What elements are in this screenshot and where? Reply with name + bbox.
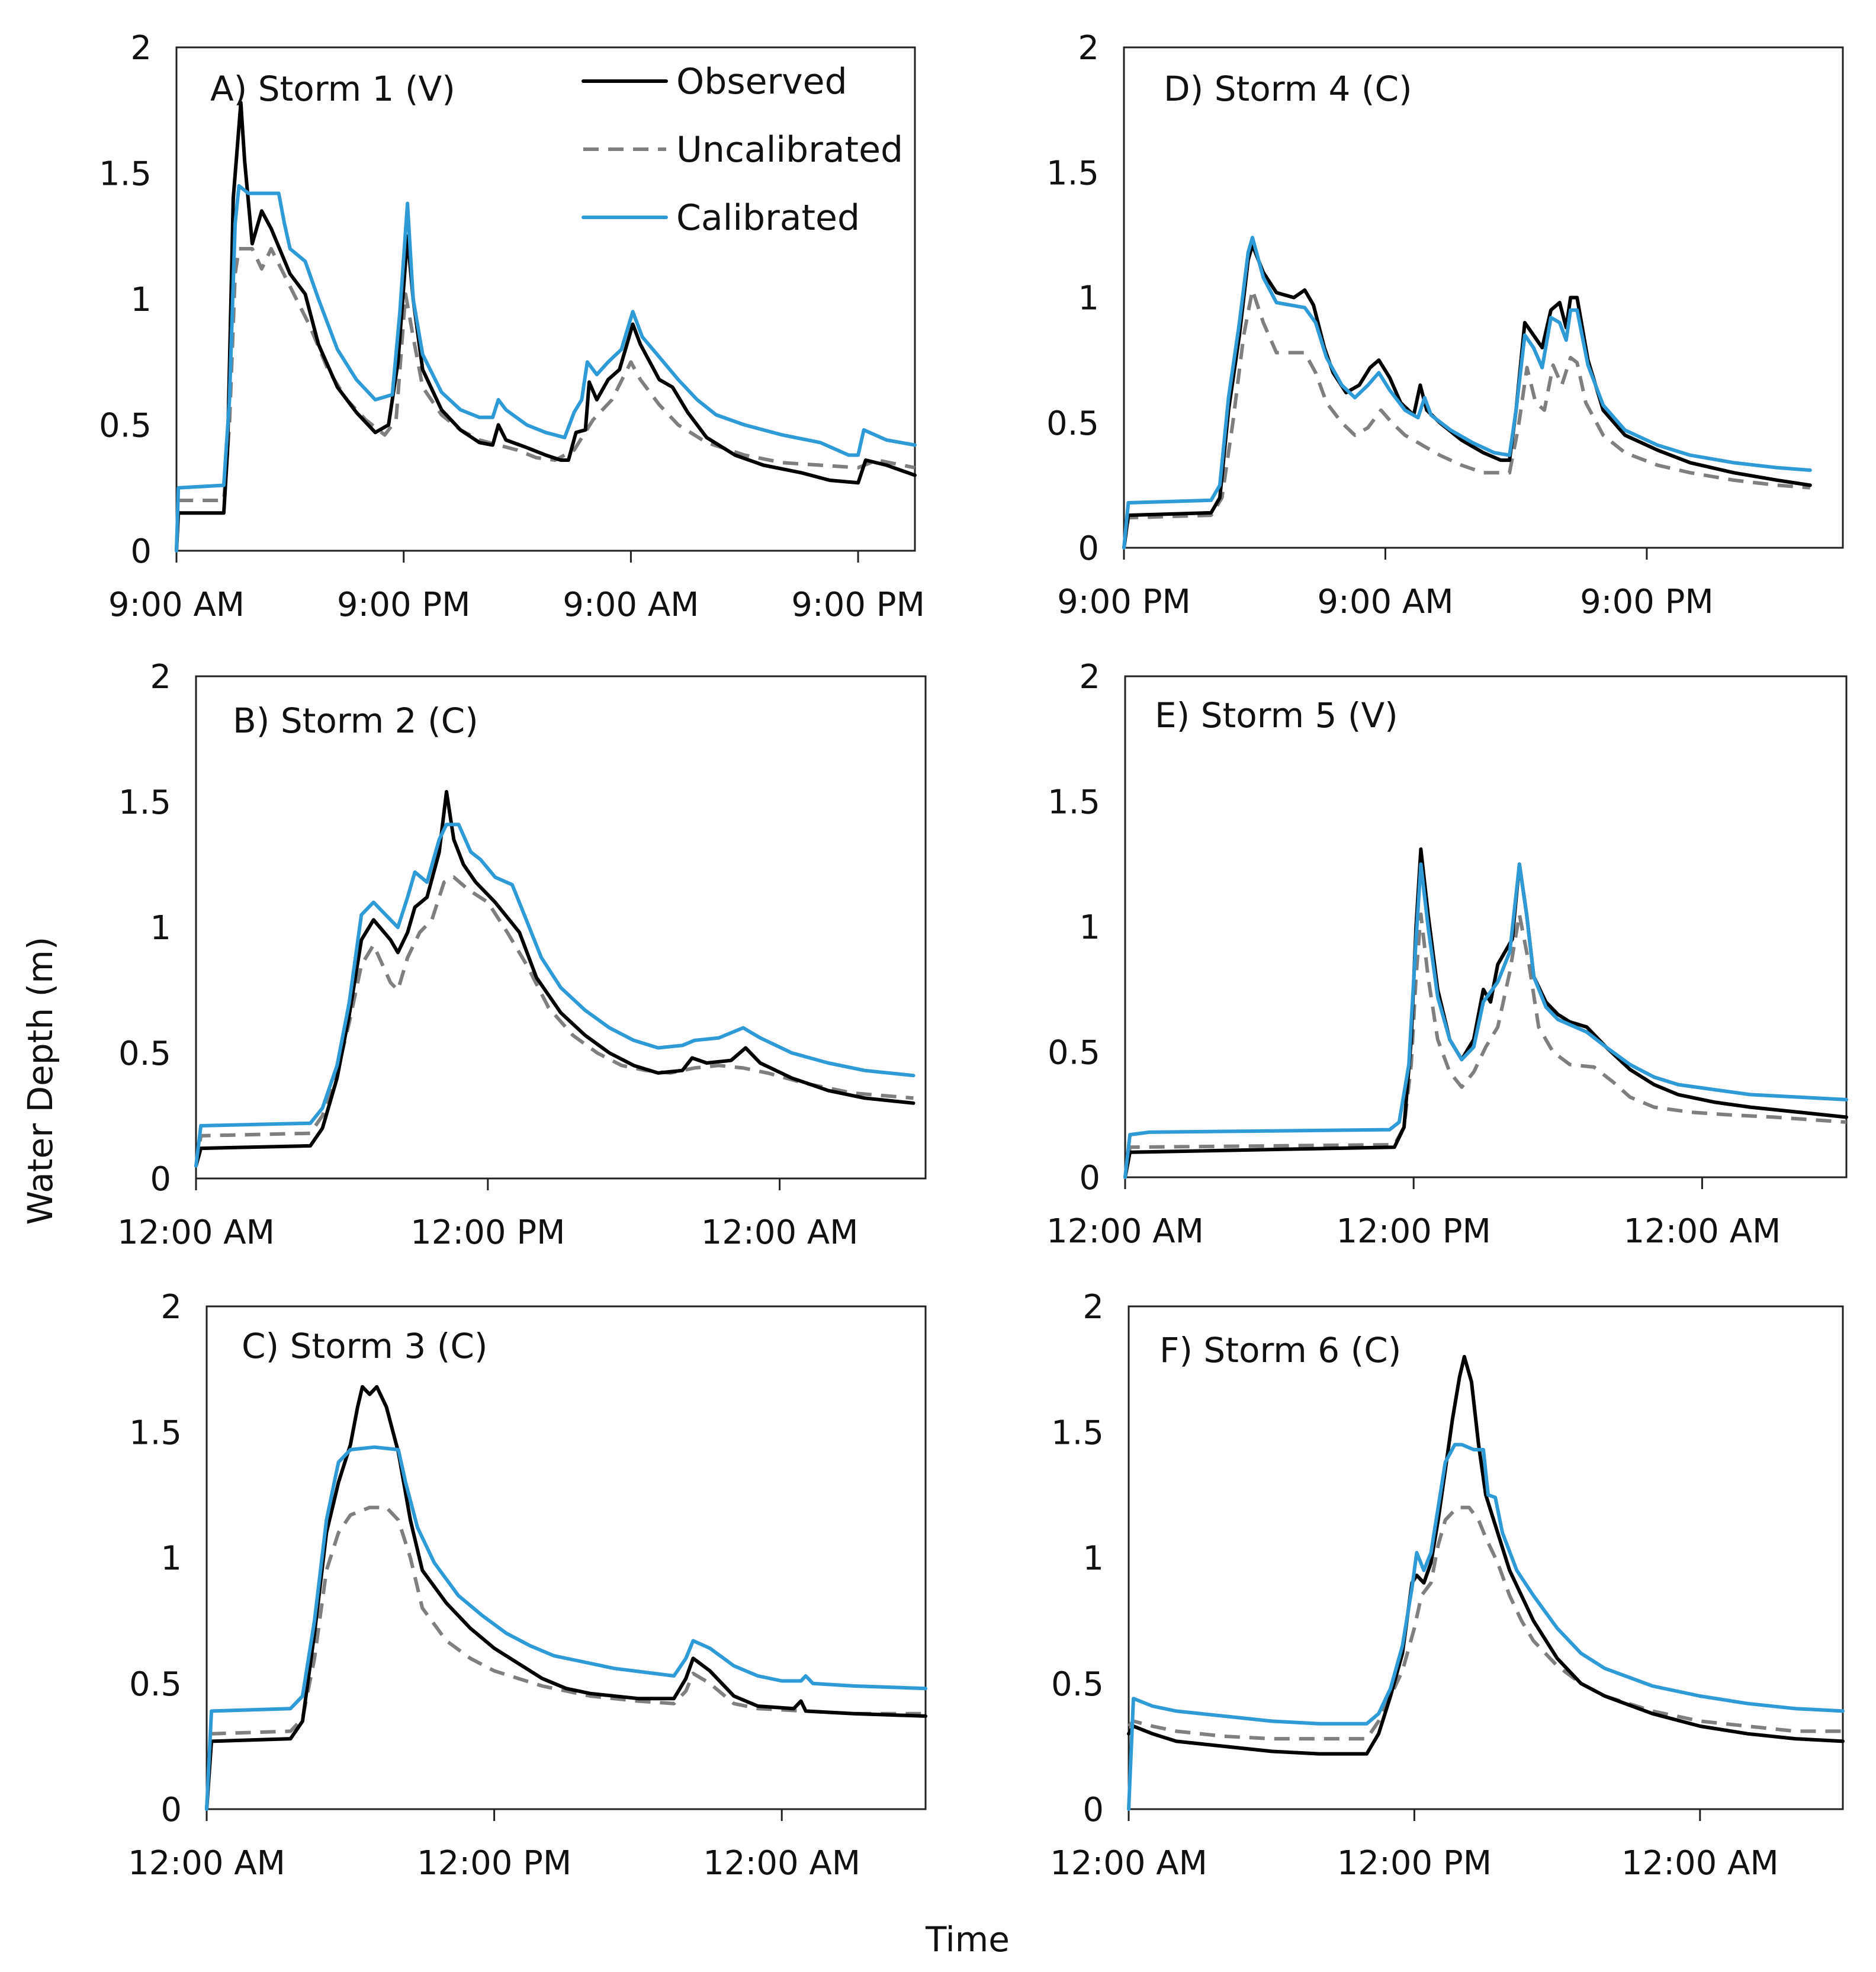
panel-b-storm-2: 0 0.5 1 1.5 2 12:00 AM 12:00 PM 12:00 AM B) Stor…	[117, 658, 927, 1252]
y-tick-label: 1	[1079, 908, 1100, 947]
y-tick-label: 1.5	[1048, 783, 1100, 822]
y-tick-label: 0	[1079, 1159, 1100, 1197]
legend: Observed Uncalibrated Calibrated	[582, 61, 903, 239]
y-tick-label: 1	[130, 281, 152, 319]
x-tick-label: 12:00 AM	[1050, 1844, 1207, 1883]
y-tick-label: 0	[160, 1791, 182, 1829]
x-tick-label: 12:00 AM	[117, 1213, 275, 1252]
y-axis-title: Water Depth (m)	[20, 937, 60, 1225]
y-tick-label: 2	[1082, 1288, 1104, 1327]
y-tick-label: 2	[1078, 29, 1099, 68]
y-tick-label: 0.5	[1048, 1034, 1100, 1072]
plot-frame-b	[195, 675, 927, 1180]
x-tick-label: 9:00 PM	[1057, 583, 1191, 621]
plot-frame-a	[175, 46, 916, 552]
series-line-uncalibrated-a	[175, 247, 915, 551]
x-tick-label: 12:00 PM	[1337, 1212, 1491, 1251]
x-tick-label: 9:00 AM	[563, 586, 699, 624]
panel-title-c: C) Storm 3 (C)	[242, 1326, 487, 1366]
y-tick-label: 1	[1082, 1540, 1104, 1578]
y-tick-label: 0	[1078, 529, 1099, 568]
legend-label-calibrated: Calibrated	[676, 197, 860, 239]
series-line-calibrated-b	[194, 823, 915, 1168]
y-tick-label: 0	[1082, 1791, 1104, 1829]
y-tick-label: 2	[160, 1288, 182, 1327]
series-line-observed-f	[1127, 1354, 1845, 1756]
y-tick-label: 0.5	[1046, 404, 1099, 443]
series-line-uncalibrated-c	[205, 1505, 926, 1810]
y-tick-label: 2	[1079, 658, 1100, 696]
x-tick-label: 9:00 PM	[1580, 583, 1714, 621]
plot-frame-d	[1123, 46, 1844, 549]
y-tick-label: 1.5	[1051, 1414, 1104, 1452]
series-line-uncalibrated-f	[1127, 1505, 1843, 1741]
y-tick-label: 0.5	[118, 1035, 171, 1073]
panel-title-d: D) Storm 4 (C)	[1164, 69, 1412, 109]
y-tick-label: 0.5	[129, 1665, 182, 1704]
plot-frame-e	[1124, 675, 1848, 1178]
y-tick-label: 2	[150, 658, 171, 696]
panel-d-storm-4: 0 0.5 1 1.5 2 9:00 PM 9:00 AM 9:00 PM D) Storm 4…	[1046, 29, 1844, 621]
panel-c-storm-3: 0 0.5 1 1.5 2 12:00 AM 12:00 PM 12:00 AM C) Stor…	[128, 1288, 927, 1883]
series-line-calibrated-f	[1127, 1443, 1845, 1811]
y-tick-label: 2	[130, 29, 152, 68]
y-tick-label: 1.5	[1046, 154, 1099, 192]
y-tick-label: 0.5	[99, 407, 152, 445]
series-line-uncalibrated-e	[1123, 912, 1847, 1178]
x-tick-label: 12:00 AM	[701, 1213, 859, 1252]
series-line-observed-d	[1122, 243, 1812, 550]
legend-label-observed: Observed	[676, 61, 847, 102]
x-tick-label: 9:00 AM	[1317, 583, 1453, 621]
x-tick-label: 12:00 PM	[417, 1844, 571, 1883]
panel-e-storm-5: 0 0.5 1 1.5 2 12:00 AM 12:00 PM 12:00 AM E) Stor…	[1046, 658, 1848, 1251]
x-tick-label: 12:00 PM	[410, 1213, 565, 1252]
panel-title-e: E) Storm 5 (V)	[1155, 695, 1398, 736]
x-axis-title: Time	[925, 1919, 1010, 1960]
legend-label-uncalibrated: Uncalibrated	[676, 129, 903, 171]
series-line-observed-e	[1123, 847, 1848, 1179]
y-tick-label: 1	[160, 1540, 182, 1578]
series-line-calibrated-a	[175, 184, 917, 553]
plot-frame-c	[205, 1305, 927, 1810]
x-tick-label: 12:00 PM	[1337, 1844, 1492, 1883]
panel-title-f: F) Storm 6 (C)	[1159, 1330, 1401, 1370]
x-tick-label: 12:00 AM	[703, 1844, 860, 1883]
panel-a-storm-1: 0 0.5 1 1.5 2 9:00 AM 9:00 PM 9:00 AM 9:00 PM A) …	[99, 29, 925, 624]
panel-title-b: B) Storm 2 (C)	[233, 701, 478, 741]
x-tick-label: 12:00 AM	[1621, 1844, 1779, 1883]
x-tick-label: 12:00 AM	[128, 1844, 285, 1883]
x-tick-label: 9:00 PM	[791, 586, 925, 624]
series-line-observed-b	[194, 790, 915, 1168]
x-tick-label: 12:00 AM	[1046, 1212, 1204, 1251]
series-line-observed-c	[205, 1385, 927, 1811]
panel-title-a: A) Storm 1 (V)	[210, 69, 455, 109]
x-tick-label: 9:00 PM	[337, 586, 471, 624]
y-tick-label: 0	[150, 1160, 171, 1199]
series-line-uncalibrated-d	[1122, 288, 1811, 548]
y-tick-label: 1	[150, 909, 171, 948]
series-line-calibrated-c	[205, 1445, 927, 1811]
panel-f-storm-6: 0 0.5 1 1.5 2 12:00 AM 12:00 PM 12:00 AM F) Stor…	[1050, 1288, 1845, 1883]
series-line-calibrated-e	[1123, 862, 1848, 1179]
y-tick-label: 0.5	[1051, 1665, 1104, 1704]
y-tick-label: 1.5	[129, 1414, 182, 1452]
plot-frame-f	[1127, 1305, 1844, 1810]
y-tick-label: 1.5	[118, 783, 171, 822]
y-tick-label: 0	[130, 532, 152, 571]
series-line-observed-a	[175, 101, 917, 553]
y-tick-label: 1	[1078, 280, 1099, 318]
x-tick-label: 9:00 AM	[108, 586, 245, 624]
x-tick-label: 12:00 AM	[1623, 1212, 1781, 1251]
series-line-uncalibrated-b	[194, 875, 914, 1167]
series-line-calibrated-d	[1122, 236, 1812, 550]
y-tick-label: 1.5	[99, 155, 152, 194]
